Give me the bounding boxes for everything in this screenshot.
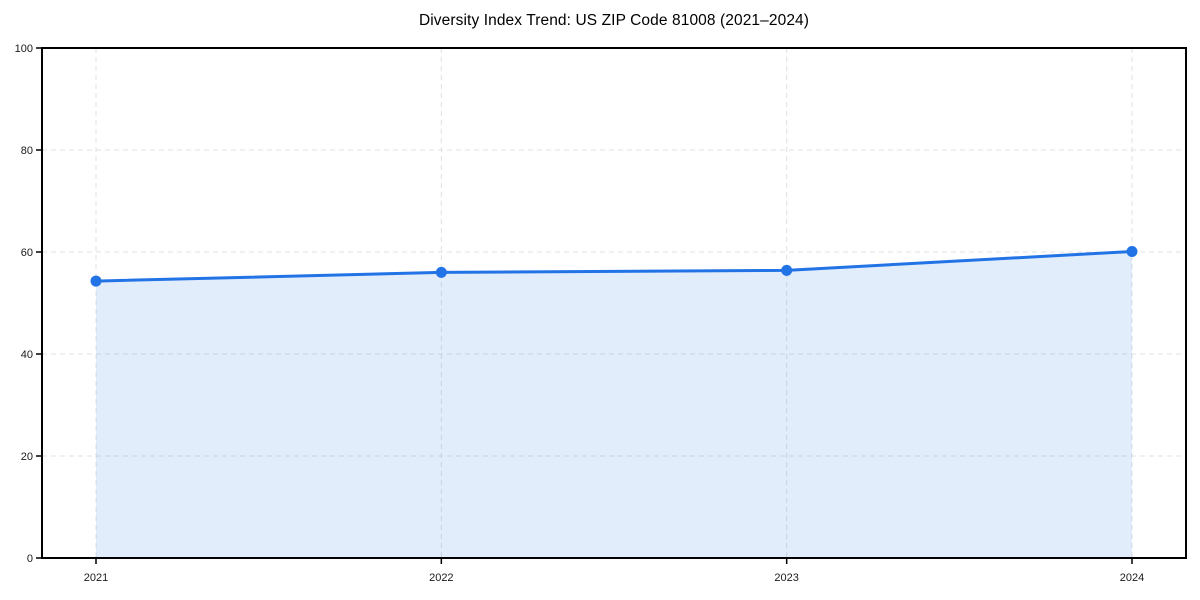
y-tick-label: 80 xyxy=(21,145,33,157)
x-tick-label: 2021 xyxy=(84,572,108,584)
y-tick-label: 40 xyxy=(21,349,33,361)
x-tick-label: 2023 xyxy=(774,572,798,584)
data-point-marker xyxy=(781,264,793,276)
data-point-marker xyxy=(435,266,447,278)
y-tick-label: 60 xyxy=(21,247,33,259)
chart-title: Diversity Index Trend: US ZIP Code 81008… xyxy=(418,12,810,29)
x-tick-label: 2022 xyxy=(429,572,453,584)
trend-line xyxy=(94,249,1134,283)
y-tick-label: 0 xyxy=(27,553,33,565)
y-tick-label: 20 xyxy=(21,451,33,463)
data-point-marker xyxy=(1126,245,1138,257)
area-fill xyxy=(96,251,1132,559)
data-point-marker xyxy=(90,275,102,287)
plot-frame xyxy=(41,47,1187,559)
y-tick-label: 100 xyxy=(15,43,33,55)
x-tick-label: 2024 xyxy=(1120,572,1144,584)
